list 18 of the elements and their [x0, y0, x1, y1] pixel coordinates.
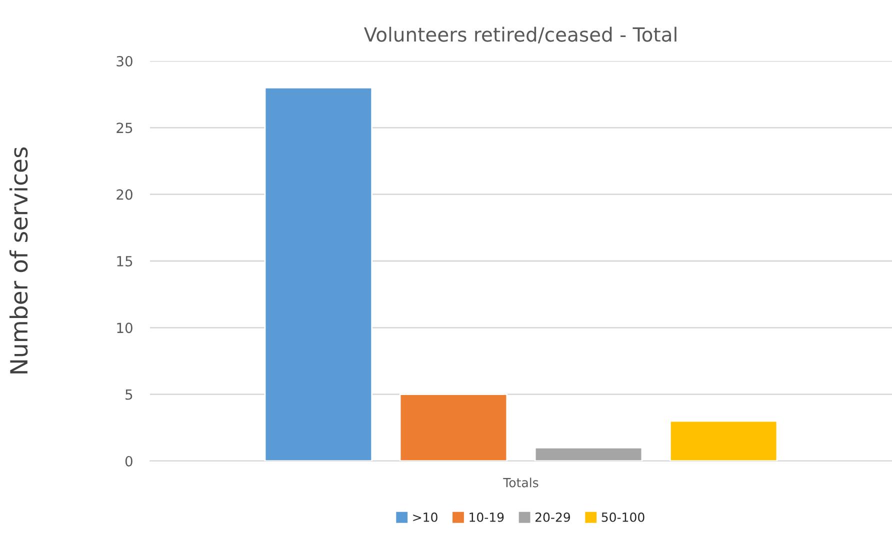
bar — [669, 420, 778, 461]
x-tick-label: Totals — [503, 478, 538, 488]
legend-label: 10-19 — [470, 512, 504, 522]
bar — [264, 86, 373, 461]
y-axis-title: Number of services — [9, 147, 28, 374]
y-tick-label: 25 — [116, 122, 132, 134]
bar — [534, 446, 643, 461]
y-tick-label: 30 — [116, 56, 132, 66]
y-tick-label: 0 — [125, 456, 132, 466]
legend-label: 50-100 — [602, 512, 644, 522]
legend-label: 20-29 — [535, 512, 570, 522]
y-tick-label: 15 — [117, 256, 132, 266]
legend-label: >10 — [413, 512, 438, 522]
y-tick-label: 20 — [116, 189, 132, 200]
bar — [399, 394, 508, 461]
y-tick-label: 10 — [117, 322, 132, 334]
y-tick-label: 5 — [126, 389, 132, 400]
chart-title: Volunteers retired/ceased - Total — [364, 26, 676, 44]
